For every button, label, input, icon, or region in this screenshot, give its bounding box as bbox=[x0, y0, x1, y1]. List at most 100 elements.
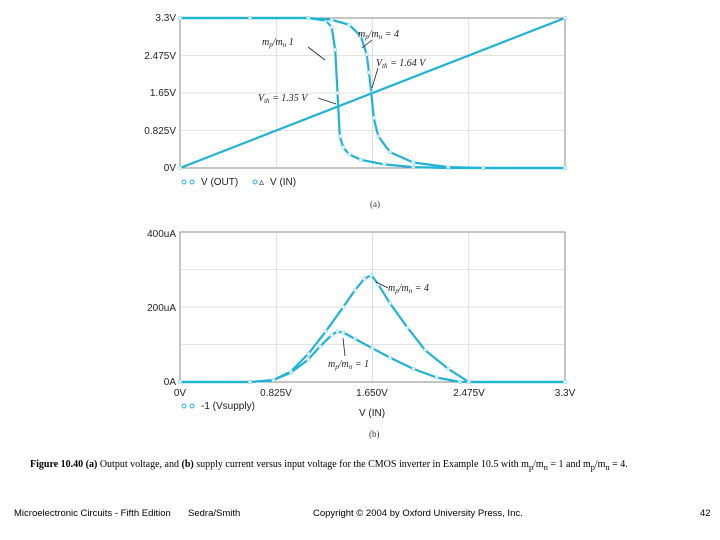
data-point-b-1-16 bbox=[563, 379, 568, 384]
data-point-b-0-4 bbox=[306, 357, 311, 362]
footer-copyright: Copyright © 2004 by Oxford University Pr… bbox=[313, 508, 523, 519]
ytick-a-2: 1.65V bbox=[150, 88, 176, 99]
caption-text-b: supply current versus input voltage for … bbox=[196, 459, 529, 470]
data-point-b-1-13 bbox=[422, 348, 427, 353]
data-point-b-0-12 bbox=[411, 366, 416, 371]
footer-page-number: 42 bbox=[700, 508, 711, 519]
data-point-b-0-8 bbox=[341, 330, 346, 335]
data-point-b-1-11 bbox=[387, 301, 392, 306]
legend-b-marker2 bbox=[189, 403, 195, 409]
data-point-b-1-4 bbox=[306, 351, 311, 356]
caption-text-c: = 1 and m bbox=[547, 459, 591, 470]
caption-text-a: Output voltage, and bbox=[99, 459, 179, 470]
xtick-b-3: 2.475V bbox=[453, 388, 485, 399]
annotation-b-ratio4: mp/mn = 4 bbox=[388, 283, 429, 295]
data-point-b-1-5 bbox=[323, 329, 328, 334]
ytick-b-1: 200uA bbox=[147, 303, 176, 314]
legend-a-out: V (OUT) bbox=[201, 177, 238, 188]
panel-b: 400uA 200uA 0A 0V 0.825V 1.650V 2.475V 3… bbox=[147, 229, 576, 439]
annotation-a-arrow164 bbox=[371, 67, 379, 89]
data-point-a-1-13 bbox=[446, 165, 451, 170]
ytick-a-1: 2.475V bbox=[144, 51, 176, 62]
annotation-a-ratio1: mp/mn 1 bbox=[262, 37, 294, 49]
figure-caption: Figure 10.40 (a) Output voltage, and (b)… bbox=[30, 459, 628, 472]
data-point-b-1-14 bbox=[446, 366, 451, 371]
ytick-b-2: 0A bbox=[164, 377, 177, 388]
legend-a-marker-out2 bbox=[189, 179, 195, 185]
data-point-a-1-3 bbox=[329, 17, 334, 22]
annotation-b-ratio1: mp/mn = 1 bbox=[328, 359, 369, 371]
ytick-a-4: 0V bbox=[164, 163, 177, 174]
data-point-a-1-5 bbox=[358, 34, 363, 39]
data-point-b-1-3 bbox=[288, 369, 293, 374]
ytick-b-0: 400uA bbox=[147, 229, 176, 240]
annotation-a-arrow135 bbox=[317, 97, 337, 105]
data-point-a-2-0 bbox=[177, 165, 182, 170]
figure-svg: 3.3V 2.475V 1.65V 0.825V 0V mp/mn = 4 mp… bbox=[144, 13, 576, 439]
data-point-a-0-10 bbox=[358, 157, 363, 162]
annotation-a-vth135: Vth = 1.35 V bbox=[258, 93, 309, 105]
data-point-b-1-12 bbox=[405, 325, 410, 330]
data-point-a-0-9 bbox=[347, 152, 352, 157]
data-point-a-0-7 bbox=[337, 134, 342, 139]
legend-a-in: V (IN) bbox=[270, 177, 296, 188]
data-point-b-0-9 bbox=[352, 336, 357, 341]
xtick-b-1: 0.825V bbox=[260, 388, 292, 399]
annotation-a-arrow4 bbox=[361, 39, 373, 49]
data-point-a-0-5 bbox=[333, 47, 338, 52]
data-point-a-1-10 bbox=[376, 134, 381, 139]
legend-b-marker bbox=[181, 403, 187, 409]
ytick-a-3: 0.825V bbox=[144, 126, 176, 137]
annotation-b-arrow1 bbox=[342, 337, 346, 357]
legend-a-marker-in bbox=[252, 179, 258, 185]
data-point-a-1-11 bbox=[387, 150, 392, 155]
data-point-b-0-7 bbox=[335, 329, 340, 334]
data-point-a-0-8 bbox=[341, 145, 346, 150]
panel-b-label: (b) bbox=[369, 429, 380, 439]
data-point-b-0-10 bbox=[370, 346, 375, 351]
data-point-b-1-6 bbox=[341, 304, 346, 309]
data-point-a-1-4 bbox=[347, 22, 352, 27]
curves-b bbox=[177, 273, 568, 384]
annotation-a-vth164: Vth = 1.64 V bbox=[376, 58, 427, 70]
data-point-a-0-6 bbox=[335, 91, 340, 96]
legend-a-triangle: ▵ bbox=[259, 177, 264, 188]
data-point-b-0-13 bbox=[434, 375, 439, 380]
xtick-b-4: 3.3V bbox=[555, 388, 576, 399]
xlabel-b: V (IN) bbox=[359, 408, 385, 419]
data-point-a-1-0 bbox=[177, 15, 182, 20]
data-point-b-1-2 bbox=[271, 378, 276, 383]
data-point-b-1-8 bbox=[362, 276, 367, 281]
caption-part-b: (b) bbox=[181, 459, 194, 470]
series-line-a-2 bbox=[179, 16, 566, 170]
data-point-b-0-6 bbox=[329, 333, 334, 338]
data-point-a-1-6 bbox=[364, 52, 369, 57]
annotation-b-arrow4 bbox=[375, 281, 389, 289]
data-point-a-1-14 bbox=[481, 165, 486, 170]
ytick-a-0: 3.3V bbox=[155, 13, 176, 24]
data-point-a-1-9 bbox=[371, 116, 376, 121]
grid-b bbox=[180, 232, 565, 382]
curves-a bbox=[177, 15, 568, 170]
legend-b-supply: -1 (Vsupply) bbox=[201, 401, 255, 412]
data-point-a-0-11 bbox=[382, 162, 387, 167]
data-point-b-1-15 bbox=[466, 379, 471, 384]
annotation-a-ratio4: mp/mn = 4 bbox=[358, 29, 399, 41]
xtick-b-2: 1.650V bbox=[356, 388, 388, 399]
grid-a bbox=[180, 18, 565, 168]
data-point-a-0-4 bbox=[329, 25, 334, 30]
data-point-b-0-11 bbox=[387, 355, 392, 360]
data-point-a-1-15 bbox=[563, 165, 568, 170]
legend-a-marker-out bbox=[181, 179, 187, 185]
panel-a: 3.3V 2.475V 1.65V 0.825V 0V mp/mn = 4 mp… bbox=[144, 13, 568, 209]
data-point-b-0-14 bbox=[457, 379, 462, 384]
data-point-b-1-7 bbox=[352, 288, 357, 293]
annotation-a-arrow1 bbox=[307, 46, 326, 61]
data-point-a-0-12 bbox=[411, 165, 416, 170]
caption-part-a: (a) bbox=[85, 459, 98, 470]
xtick-b-0: 0V bbox=[174, 388, 187, 399]
data-point-b-1-0 bbox=[177, 379, 182, 384]
data-point-b-0-5 bbox=[317, 344, 322, 349]
caption-figure-number: Figure 10.40 bbox=[30, 459, 84, 470]
data-point-a-1-1 bbox=[247, 15, 252, 20]
